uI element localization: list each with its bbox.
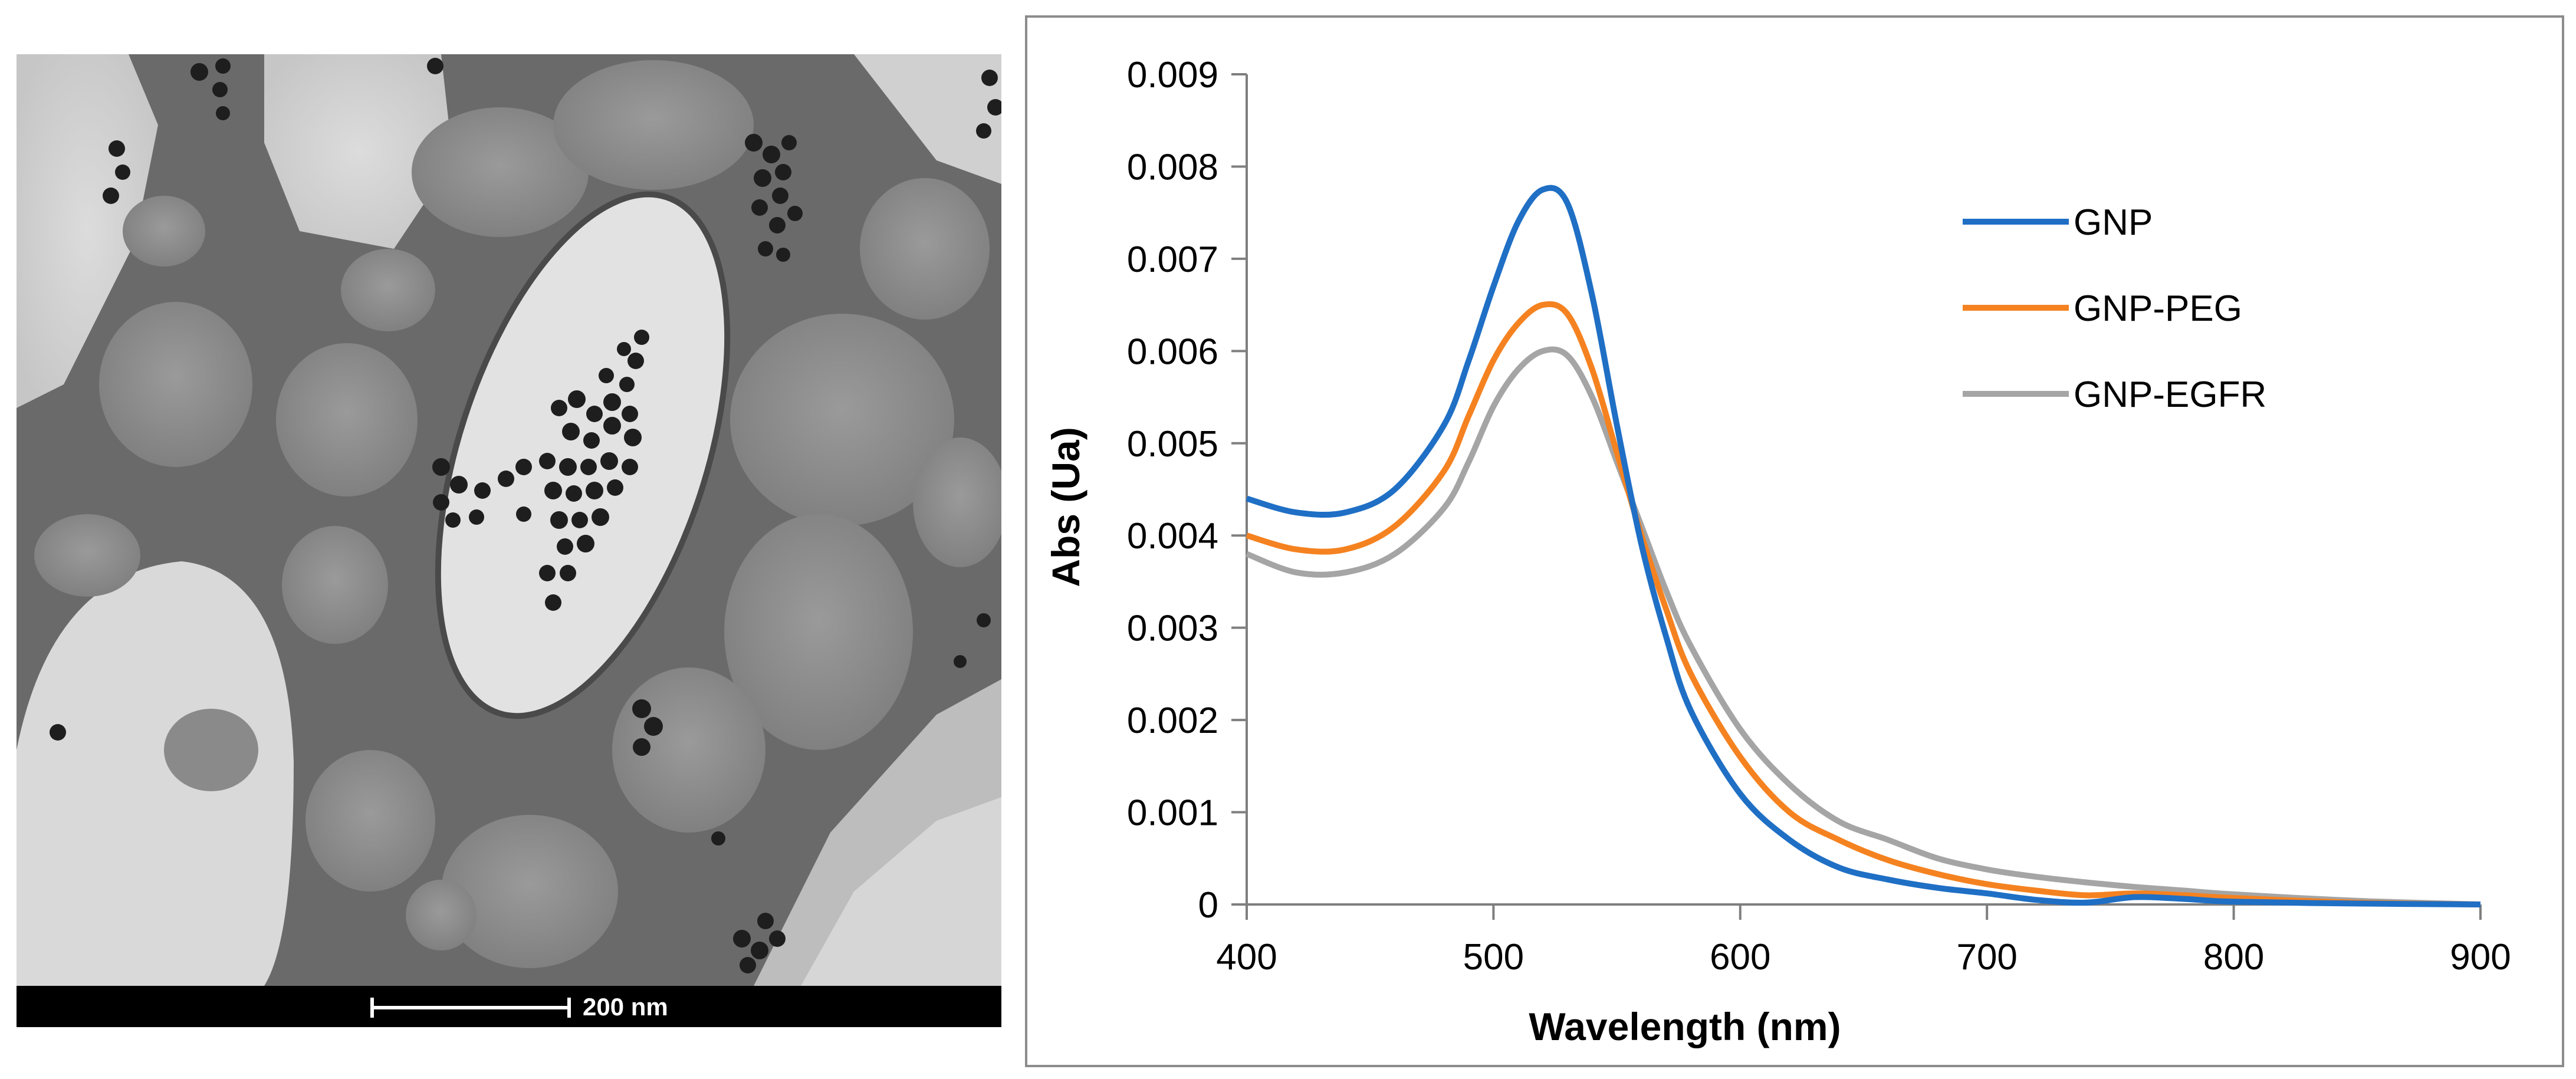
x-axis-title: Wavelength (nm) bbox=[1529, 1005, 1841, 1048]
scale-bar-label: 200 nm bbox=[583, 993, 668, 1021]
y-tick-label: 0.004 bbox=[1127, 516, 1218, 557]
chart-legend: GNP GNP-PEG GNP-EGFR bbox=[1963, 202, 2266, 415]
x-tick-label: 500 bbox=[1463, 937, 1524, 978]
series-line-gnp bbox=[1246, 185, 2481, 907]
chart-canvas: 0 0.001 0.002 0.003 0.004 0.005 0.006 0.007 0.00… bbox=[1044, 55, 2511, 1048]
legend-label-gnp-egfr: GNP-EGFR bbox=[2074, 374, 2266, 415]
y-tick-label: 0.002 bbox=[1127, 700, 1218, 741]
series-line-gnp-egfr bbox=[1246, 346, 2481, 907]
scale-bar-strip: 200 nm bbox=[17, 986, 1001, 1027]
chart-series bbox=[1246, 185, 2481, 907]
y-tick-label: 0 bbox=[1198, 885, 1218, 926]
tem-micrograph-image bbox=[17, 54, 1001, 986]
legend-label-gnp: GNP bbox=[2074, 202, 2153, 243]
scale-bar bbox=[370, 1006, 571, 1009]
x-tick-label: 400 bbox=[1216, 937, 1277, 978]
x-tick-label: 600 bbox=[1710, 937, 1770, 978]
y-tick-label: 0.005 bbox=[1127, 424, 1218, 465]
x-tick-label: 900 bbox=[2450, 937, 2511, 978]
y-tick-label: 0.001 bbox=[1127, 793, 1218, 834]
x-tick-label: 800 bbox=[2203, 937, 2264, 978]
legend-label-gnp-peg: GNP-PEG bbox=[2074, 288, 2242, 329]
y-tick-label: 0.003 bbox=[1127, 608, 1218, 649]
y-axis-title: Abs (Ua) bbox=[1044, 427, 1087, 587]
chart-axes: 0 0.001 0.002 0.003 0.004 0.005 0.006 0.007 0.00… bbox=[1127, 55, 2511, 978]
absorbance-chart: 0 0.001 0.002 0.003 0.004 0.005 0.006 0.007 0.00… bbox=[1025, 15, 2564, 1067]
tem-micrograph: 200 nm bbox=[17, 54, 1001, 1027]
y-tick-label: 0.008 bbox=[1127, 147, 1218, 187]
y-tick-label: 0.006 bbox=[1127, 331, 1218, 372]
y-tick-label: 0.009 bbox=[1127, 55, 1218, 96]
x-tick-label: 700 bbox=[1956, 937, 2017, 978]
scale-bar-right-tick bbox=[567, 998, 571, 1018]
series-line-gnp-peg bbox=[1246, 301, 2481, 907]
y-tick-label: 0.007 bbox=[1127, 239, 1218, 280]
